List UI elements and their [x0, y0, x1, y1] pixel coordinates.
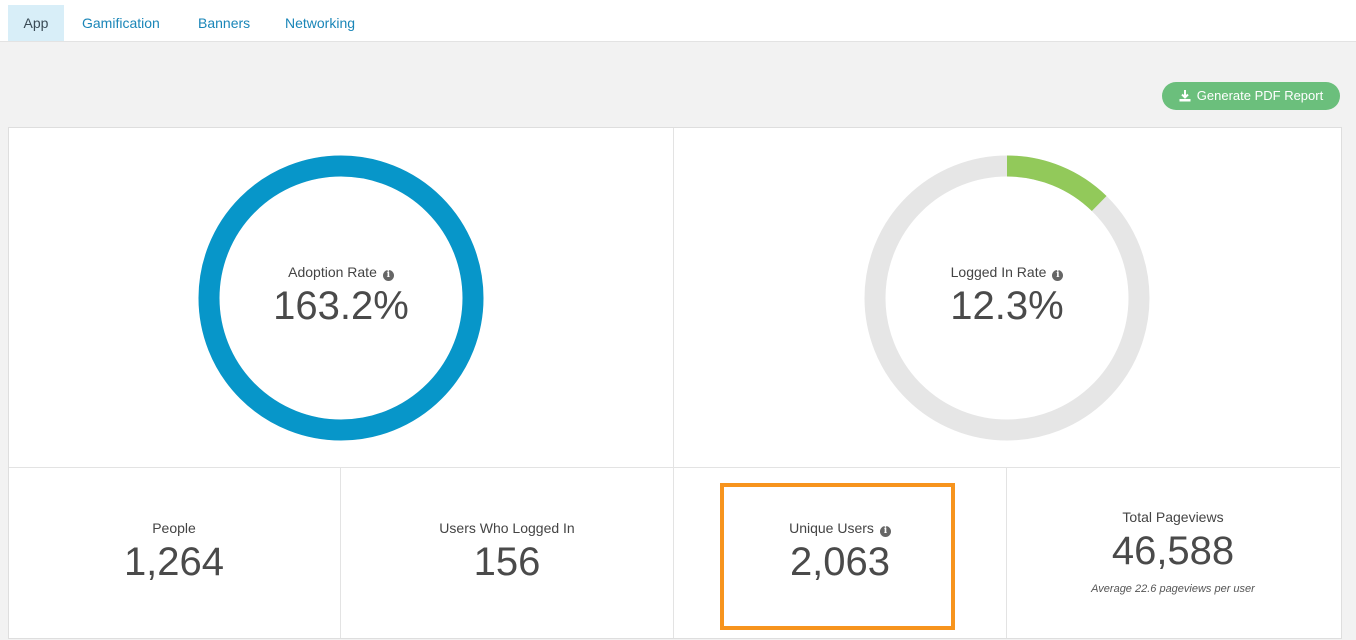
logged-in-rate-label-row: Logged In Rate i [857, 264, 1157, 281]
tab-app[interactable]: App [8, 5, 64, 41]
users-logged-in-value: 156 [473, 540, 541, 584]
tab-banners[interactable]: Banners [198, 15, 251, 31]
logged-in-rate-value: 12.3% [950, 284, 1064, 328]
adoption-rate-label-row: Adoption Rate i [191, 264, 491, 281]
info-icon[interactable]: i [382, 270, 394, 281]
unique-users-value: 2,063 [789, 540, 891, 584]
pageviews-per-user-note: Average 22.6 pageviews per user [1091, 583, 1255, 595]
total-pageviews-value: 46,588 [1111, 529, 1235, 573]
tab-bar: App Gamification Banners Networking [0, 0, 1356, 42]
adoption-rate-donut [198, 155, 484, 441]
adoption-rate-label: Adoption Rate [288, 264, 377, 280]
unique-users-highlight [720, 483, 955, 630]
people-value: 1,264 [123, 540, 225, 584]
info-icon[interactable]: i [879, 526, 891, 537]
logged-in-rate-label: Logged In Rate [950, 264, 1047, 280]
divider [673, 128, 674, 638]
logged-in-rate-arc [864, 155, 1150, 441]
total-pageviews-label: Total Pageviews [1122, 509, 1224, 525]
users-logged-in-label: Users Who Logged In [439, 520, 575, 536]
unique-users-label: Unique Users [789, 520, 874, 536]
logged-in-rate-donut [864, 155, 1150, 441]
divider [9, 467, 1340, 468]
adoption-rate-value: 163.2% [273, 284, 409, 328]
tab-gamification[interactable]: Gamification [82, 15, 160, 31]
generate-pdf-report-button[interactable]: Generate PDF Report [1162, 82, 1340, 110]
unique-users-label-row: Unique Users i [674, 520, 1006, 537]
tab-networking[interactable]: Networking [285, 15, 356, 31]
download-icon [1179, 90, 1191, 102]
divider [340, 467, 341, 638]
people-label: People [152, 520, 196, 536]
adoption-rate-arc [198, 155, 484, 441]
pdf-button-label: Generate PDF Report [1196, 88, 1324, 103]
divider [1006, 467, 1007, 638]
info-icon[interactable]: i [1052, 270, 1064, 281]
